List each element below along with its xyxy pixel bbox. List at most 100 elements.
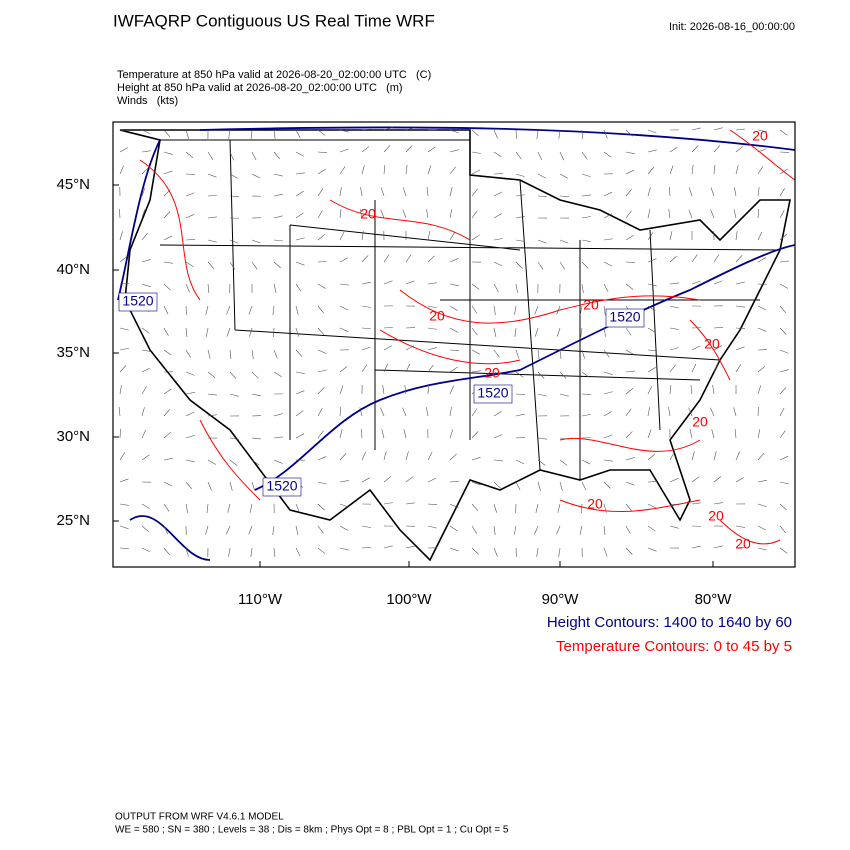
wind-barb: [207, 195, 217, 197]
wind-barb: [361, 477, 371, 483]
lat-label: 40°N: [56, 261, 90, 278]
wind-barb: [557, 503, 561, 513]
wind-barb: [689, 429, 693, 439]
wind-barb: [426, 209, 429, 219]
wind-barb: [625, 547, 633, 555]
wind-barb: [339, 327, 349, 332]
wind-barb: [317, 525, 324, 534]
wind-barb: [647, 283, 657, 287]
wind-barb: [735, 451, 740, 461]
wind-barb: [735, 364, 742, 373]
wind-barb: [207, 349, 211, 359]
wind-barb: [207, 216, 217, 219]
wind-barb: [317, 168, 326, 175]
wind-barb: [449, 525, 458, 532]
wind-barb: [383, 476, 392, 483]
wind-barb: [405, 145, 413, 153]
wind-barb: [514, 305, 517, 315]
wind-barb: [603, 151, 612, 158]
wind-barb: [493, 503, 497, 513]
wind-barb: [625, 525, 631, 534]
wind-barb: [273, 547, 276, 557]
height-contour: [117, 126, 795, 561]
map-frame: [112, 121, 796, 568]
wind-barb: [669, 503, 679, 506]
wind-barb: [603, 434, 613, 439]
wind-barb: [713, 327, 723, 329]
wind-barb: [229, 261, 236, 270]
wind-barb: [251, 151, 257, 161]
lon-label: 110°W: [238, 591, 283, 608]
wind-barb: [757, 479, 767, 483]
wind-barb: [779, 260, 789, 263]
wind-barb: [537, 481, 541, 491]
wind-barb: [713, 363, 718, 373]
wind-barb: [537, 437, 547, 440]
wind-barb: [273, 173, 283, 177]
wind-barb: [248, 305, 253, 315]
wind-barb: [603, 391, 613, 395]
height-label-box: [262, 477, 302, 497]
wind-barb: [141, 367, 151, 373]
wind-barb: [581, 393, 592, 395]
wind-barb: [404, 385, 407, 395]
temperature-label: 20: [484, 365, 500, 381]
wind-barb: [163, 189, 171, 197]
wind-barb: [141, 407, 145, 417]
wind-barb: [713, 165, 716, 175]
wind-barb: [625, 210, 632, 219]
wind-barb: [779, 430, 786, 439]
wind-barb: [691, 280, 701, 285]
wind-barb: [669, 305, 679, 309]
wind-barb: [757, 283, 767, 286]
wind-barb: [185, 547, 189, 557]
wind-barb: [513, 525, 517, 535]
wind-barb: [471, 305, 478, 314]
wind-barb: [471, 370, 481, 373]
wind-barb: [536, 547, 539, 557]
wind-barb: [625, 129, 633, 137]
wind-barb: [735, 146, 744, 153]
wind-barb: [273, 413, 283, 417]
wind-barb: [163, 261, 173, 264]
lon-label: 80°W: [695, 591, 733, 608]
wind-barb: [383, 502, 393, 505]
wind-barb: [779, 283, 789, 289]
wind-barb: [515, 413, 525, 417]
wind-barb: [207, 414, 217, 417]
wind-barb: [185, 283, 190, 293]
wind-barb: [273, 436, 283, 439]
wind-barb: [559, 437, 569, 440]
wind-barb: [361, 255, 369, 263]
wind-barb: [427, 364, 434, 373]
temperature-label: 20: [752, 128, 768, 144]
wind-barb: [317, 234, 326, 241]
wind-barb: [295, 172, 305, 175]
height-label-box: [605, 308, 645, 328]
wind-barb: [691, 451, 695, 461]
wind-barb: [779, 387, 787, 395]
wind-barb: [603, 261, 613, 267]
wind-barb: [493, 191, 503, 197]
wind-barb: [558, 547, 561, 557]
wind-barb: [625, 457, 635, 461]
wind-barb: [515, 194, 525, 197]
wind-barb: [603, 525, 606, 535]
wind-barb: [493, 327, 497, 337]
wind-barb: [205, 327, 209, 337]
wind-barb: [625, 481, 635, 486]
wind-barb: [669, 347, 679, 351]
wind-barb: [625, 188, 633, 197]
wind-barb: [339, 547, 349, 551]
wind-barb: [295, 410, 304, 417]
wind-barb: [449, 187, 453, 197]
wind-barb: [229, 239, 239, 244]
wind-barb: [229, 371, 237, 379]
wind-barb: [712, 385, 715, 395]
wind-barb: [757, 209, 760, 219]
wind-barb: [185, 214, 195, 219]
wind-barb: [713, 145, 721, 153]
wind-barb: [449, 305, 458, 312]
wind-barb: [647, 349, 657, 352]
wind-barb: [579, 525, 583, 535]
